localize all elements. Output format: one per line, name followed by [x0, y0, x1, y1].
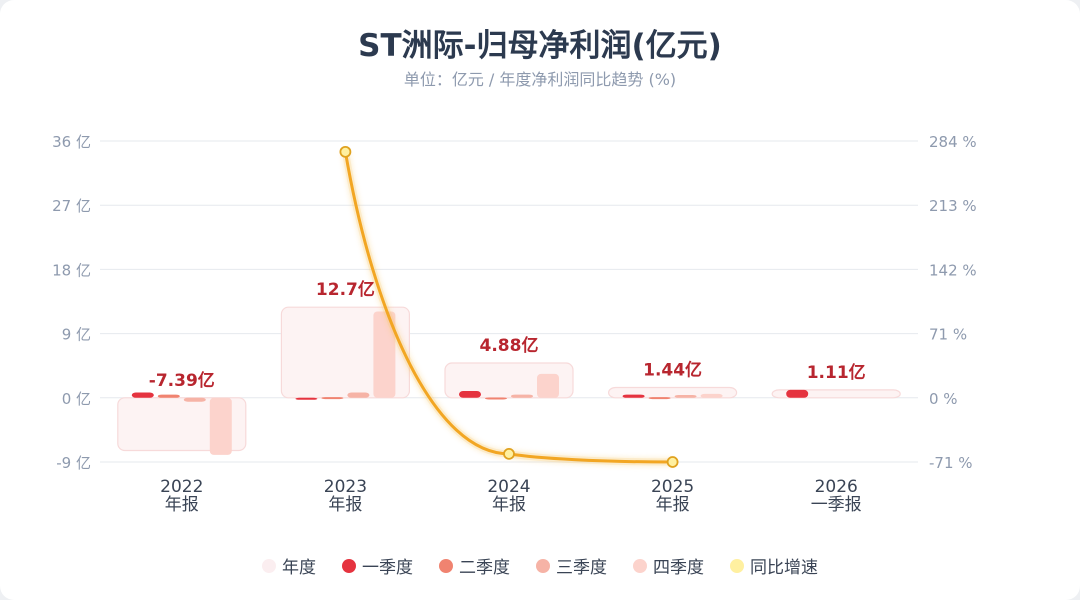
bar-q4: [537, 373, 559, 398]
bar-q2: [157, 394, 180, 398]
legend-item[interactable]: 同比增速: [730, 553, 818, 578]
legend-item[interactable]: 四季度: [633, 553, 704, 578]
x-tick-period: 年报: [165, 495, 199, 515]
bar-q3: [347, 392, 370, 398]
x-tick-period: 年报: [492, 495, 526, 515]
y-left-tick-label: 27 亿: [52, 197, 91, 215]
x-tick-year: 2022: [160, 477, 203, 497]
legend-label: 一季度: [362, 558, 413, 578]
yoy-point: [503, 447, 515, 460]
y-left-tick-label: 9 亿: [62, 326, 91, 344]
data-label-annual: 1.11亿: [807, 362, 866, 383]
legend-item[interactable]: 年度: [262, 553, 316, 578]
bar-q4: [373, 311, 396, 398]
legend-item[interactable]: 三季度: [536, 553, 607, 578]
bar-q2: [485, 397, 507, 400]
x-tick-year: 2025: [651, 477, 694, 497]
bar-q1: [459, 391, 481, 398]
legend-swatch: [536, 558, 550, 573]
y-left-tick-label: 0 亿: [62, 390, 91, 408]
legend-label: 四季度: [653, 558, 704, 578]
data-label-annual: 4.88亿: [480, 335, 539, 356]
y-left-tick-label: -9 亿: [56, 454, 91, 472]
bar-q2: [321, 397, 344, 400]
chart-title: ST洲际-归母净利润(亿元): [358, 28, 722, 64]
bar-q3: [183, 397, 206, 402]
bar-q3: [674, 394, 697, 398]
bar-q4: [700, 393, 723, 398]
x-tick-year: 2026: [815, 477, 858, 497]
chart-subtitle: 单位：亿元 / 年度净利润同比趋势 (%): [403, 70, 677, 89]
bar-q2: [648, 397, 671, 400]
y-left-tick-label: 18 亿: [52, 261, 91, 279]
legend-label: 同比增速: [750, 558, 818, 578]
bar-q4: [209, 397, 232, 455]
x-tick-period: 年报: [328, 495, 362, 515]
bar-q1: [295, 397, 318, 400]
x-tick-period: 一季报: [811, 495, 862, 515]
legend-item[interactable]: 一季度: [342, 553, 413, 578]
legend-item[interactable]: 二季度: [439, 553, 510, 578]
legend-swatch: [633, 558, 647, 573]
y-right-tick-label: 0 %: [929, 390, 958, 408]
legend-swatch: [439, 558, 453, 573]
bar-q3: [511, 394, 533, 398]
x-tick-period: 年报: [656, 495, 690, 515]
bar-q1: [786, 389, 809, 398]
data-label-annual: 12.7亿: [316, 279, 375, 300]
yoy-line: [343, 151, 673, 464]
data-label-annual: 1.44亿: [643, 360, 702, 381]
legend-label: 年度: [282, 558, 316, 578]
bar-q1: [622, 394, 645, 398]
legend-label: 三季度: [556, 558, 607, 578]
y-right-tick-label: 142 %: [929, 261, 977, 279]
legend-swatch: [730, 558, 744, 573]
y-right-tick-label: 213 %: [929, 197, 977, 215]
y-left-tick-label: 36 亿: [52, 133, 91, 151]
x-tick-year: 2024: [487, 477, 530, 497]
bar-q1: [131, 392, 154, 398]
data-label-annual: -7.39亿: [149, 370, 215, 391]
y-right-tick-label: -71 %: [929, 454, 973, 472]
yoy-point: [666, 456, 679, 468]
chart-legend: 年度 一季度 二季度 三季度 四季度 同比增速: [0, 553, 1080, 578]
legend-swatch: [262, 558, 276, 573]
y-right-tick-label: 284 %: [929, 133, 977, 151]
x-tick-year: 2023: [324, 477, 367, 497]
y-right-tick-label: 71 %: [929, 326, 967, 344]
legend-label: 二季度: [459, 558, 510, 578]
yoy-point: [339, 145, 352, 158]
legend-swatch: [342, 558, 356, 573]
